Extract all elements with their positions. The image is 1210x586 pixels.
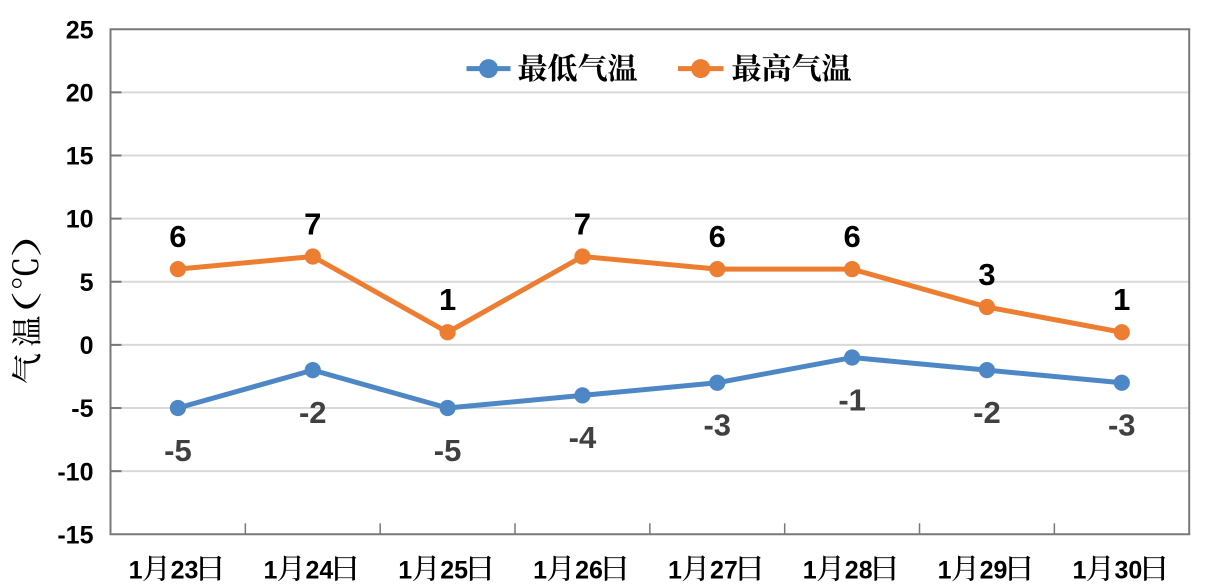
svg-text:1: 1	[668, 557, 682, 585]
svg-text:27: 27	[710, 557, 738, 585]
svg-text:1: 1	[1072, 557, 1086, 585]
svg-text:1: 1	[938, 557, 952, 585]
svg-text:-5: -5	[164, 433, 192, 468]
svg-text:1: 1	[129, 557, 143, 585]
svg-text:-4: -4	[569, 420, 597, 455]
svg-text:5: 5	[80, 269, 94, 297]
svg-text:15: 15	[66, 143, 94, 171]
svg-text:1: 1	[439, 282, 456, 317]
svg-text:24: 24	[305, 557, 333, 585]
svg-text:1: 1	[533, 557, 547, 585]
svg-text:6: 6	[709, 219, 726, 254]
svg-text:7: 7	[304, 206, 321, 241]
svg-text:-1: -1	[838, 382, 866, 417]
svg-text:0: 0	[80, 332, 94, 360]
svg-text:29: 29	[980, 557, 1008, 585]
svg-text:28: 28	[845, 557, 873, 585]
svg-text:6: 6	[169, 219, 186, 254]
svg-text:1: 1	[803, 557, 817, 585]
svg-text:26: 26	[575, 557, 603, 585]
svg-text:-2: -2	[973, 395, 1001, 430]
svg-text:30: 30	[1114, 557, 1142, 585]
svg-text:-10: -10	[57, 458, 93, 486]
svg-text:-2: -2	[299, 395, 327, 430]
svg-text:25: 25	[440, 557, 468, 585]
svg-text:20: 20	[66, 79, 94, 107]
svg-text:23: 23	[171, 557, 199, 585]
svg-text:-15: -15	[57, 521, 93, 549]
svg-text:6: 6	[843, 219, 860, 254]
svg-text:25: 25	[66, 16, 94, 44]
svg-text:-5: -5	[434, 433, 462, 468]
svg-text:-3: -3	[1108, 408, 1136, 443]
svg-text:1: 1	[398, 557, 412, 585]
svg-text:1: 1	[263, 557, 277, 585]
svg-text:7: 7	[574, 206, 591, 241]
svg-text:3: 3	[978, 257, 995, 292]
svg-text:10: 10	[66, 206, 94, 234]
svg-text:-5: -5	[71, 395, 93, 423]
svg-text:-3: -3	[703, 408, 731, 443]
svg-text:1: 1	[1113, 282, 1130, 317]
